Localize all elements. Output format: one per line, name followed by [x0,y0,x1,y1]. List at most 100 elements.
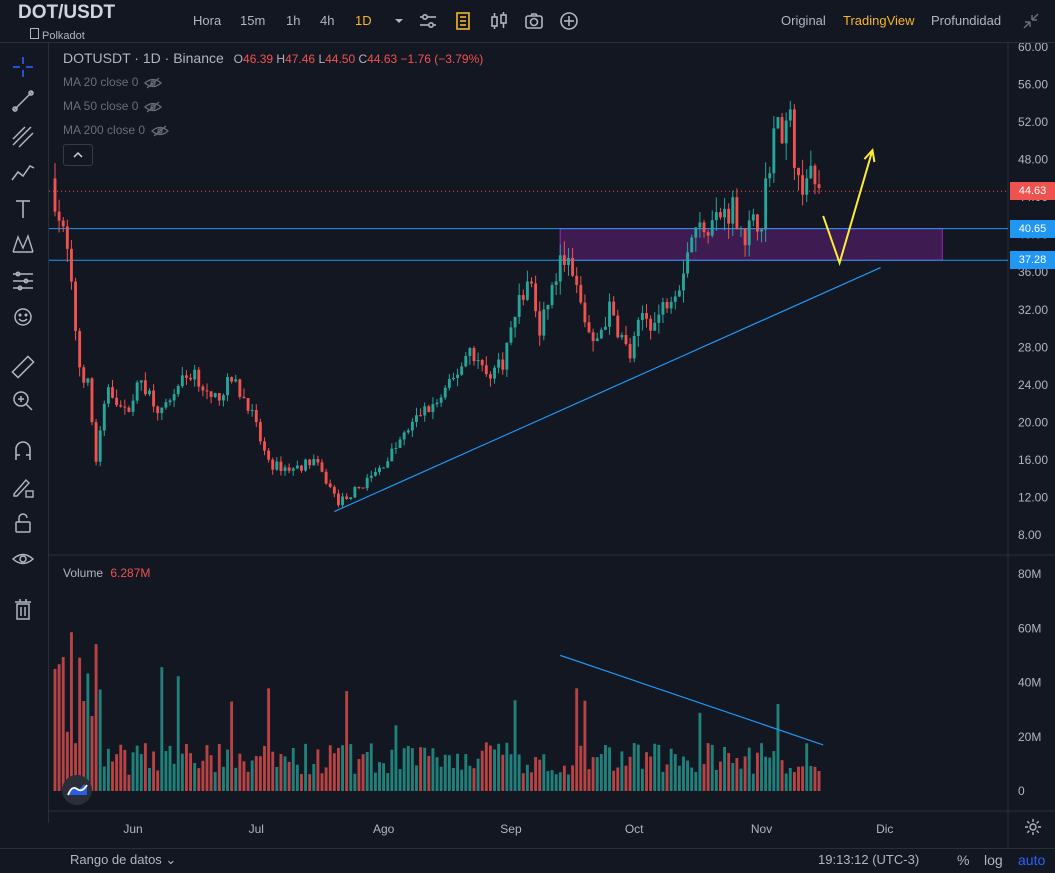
candle-body [735,197,739,230]
candle-body [554,281,558,285]
volume-bar [431,748,435,791]
ma200-legend[interactable]: MA 200 close 0 [63,123,170,137]
volume-trendline [560,654,824,746]
candle-body [234,379,238,382]
candle-body [119,405,123,407]
volume-bar [213,772,217,791]
volume-bar [583,700,587,791]
volume-bar [316,749,320,791]
collapse-icon[interactable] [1020,10,1042,32]
symbol-title[interactable]: DOT/USDT [18,2,116,23]
candle-body [562,255,566,265]
date-range-button[interactable]: Rango de datos ⌄ [70,852,176,868]
volume-bar [82,701,86,791]
level-tag-upper: 40.65 [1010,219,1055,238]
auto-toggle[interactable]: auto [1018,852,1046,868]
percent-toggle[interactable]: % [957,852,970,868]
time-tick-label: Jun [123,822,142,836]
candle-body [111,387,114,398]
volume-bar [772,751,776,791]
volume-bar [628,756,632,791]
xabcd-icon[interactable] [10,232,36,258]
eye-off-icon[interactable] [144,101,163,113]
eye-off-icon[interactable] [151,125,170,137]
volume-bar [180,753,184,791]
add-icon[interactable] [558,10,580,32]
gear-icon[interactable] [1024,818,1042,836]
candle-body [439,397,443,403]
zoom-icon[interactable] [10,388,36,414]
volume-bar [751,773,755,791]
candle-body [694,227,698,238]
measure-icon[interactable] [10,268,36,294]
candle-body [760,229,763,232]
emoji-icon[interactable] [10,304,36,330]
volume-bar [743,756,747,791]
price-chart[interactable]: 60.0056.0052.0048.0044.0040.0036.0032.00… [49,43,1055,848]
lock-drawing-icon[interactable] [10,474,36,500]
trendline-icon[interactable] [10,88,36,114]
ma50-legend[interactable]: MA 50 close 0 [63,99,163,113]
tf-15m[interactable]: 15m [240,13,266,28]
volume-bar [513,700,517,791]
view-tradingview[interactable]: TradingView [843,13,915,28]
volume-bar [365,751,369,791]
candle-body [131,400,135,412]
candle-body [373,472,377,476]
candle-body [558,255,562,282]
volume-bar [349,744,353,791]
tf-4h[interactable]: 4h [320,13,335,28]
ruler-icon[interactable] [10,354,36,380]
tradingview-logo [62,775,92,805]
magnet-icon[interactable] [10,438,36,464]
volume-bar [571,765,575,791]
tf-hora[interactable]: Hora [193,13,222,28]
candle-body [714,212,718,221]
indicators-icon[interactable] [417,10,439,32]
trash-icon[interactable] [10,596,36,622]
volume-bar [501,754,505,791]
volume-bar [554,774,558,791]
text-icon[interactable] [10,196,36,222]
ma20-legend[interactable]: MA 20 close 0 [63,75,163,89]
chevron-down-icon[interactable] [388,10,410,32]
building-icon[interactable] [452,10,474,32]
volume-bar [657,744,661,791]
volume-bar [686,760,690,791]
volume-tick-label: 0 [1018,784,1025,798]
crosshair-icon[interactable] [10,54,36,80]
volume-bar [250,760,254,791]
pattern-icon[interactable] [10,160,36,186]
eye-off-icon[interactable] [144,77,163,89]
volume-bar [710,744,714,791]
volume-bar [488,745,492,791]
volume-bar [575,688,579,791]
log-toggle[interactable]: log [984,852,1003,868]
candles-icon[interactable] [488,10,510,32]
volume-legend: Volume 6.287M [63,566,150,580]
candle-body [706,232,710,236]
tf-1d[interactable]: 1D [355,13,372,28]
candle-body [480,360,484,366]
collapse-legend-button[interactable] [63,144,93,166]
volume-bar [468,765,472,791]
volume-bar [263,745,266,791]
volume-bar [102,766,106,791]
eye-icon[interactable] [10,546,36,572]
candle-body [460,366,464,375]
view-depth[interactable]: Profundidad [931,13,1002,28]
view-original[interactable]: Original [781,13,826,28]
volume-bar [353,773,357,791]
volume-bar [747,747,751,791]
fib-icon[interactable] [10,124,36,150]
volume-bar [90,716,94,791]
volume-bar [135,745,139,791]
volume-bar [755,752,759,791]
volume-bar [521,773,525,791]
candle-body [300,465,303,471]
lock-icon[interactable] [10,510,36,536]
candle-body [345,496,349,499]
camera-icon[interactable] [523,10,545,32]
volume-bar [160,667,164,791]
tf-1h[interactable]: 1h [286,13,301,28]
